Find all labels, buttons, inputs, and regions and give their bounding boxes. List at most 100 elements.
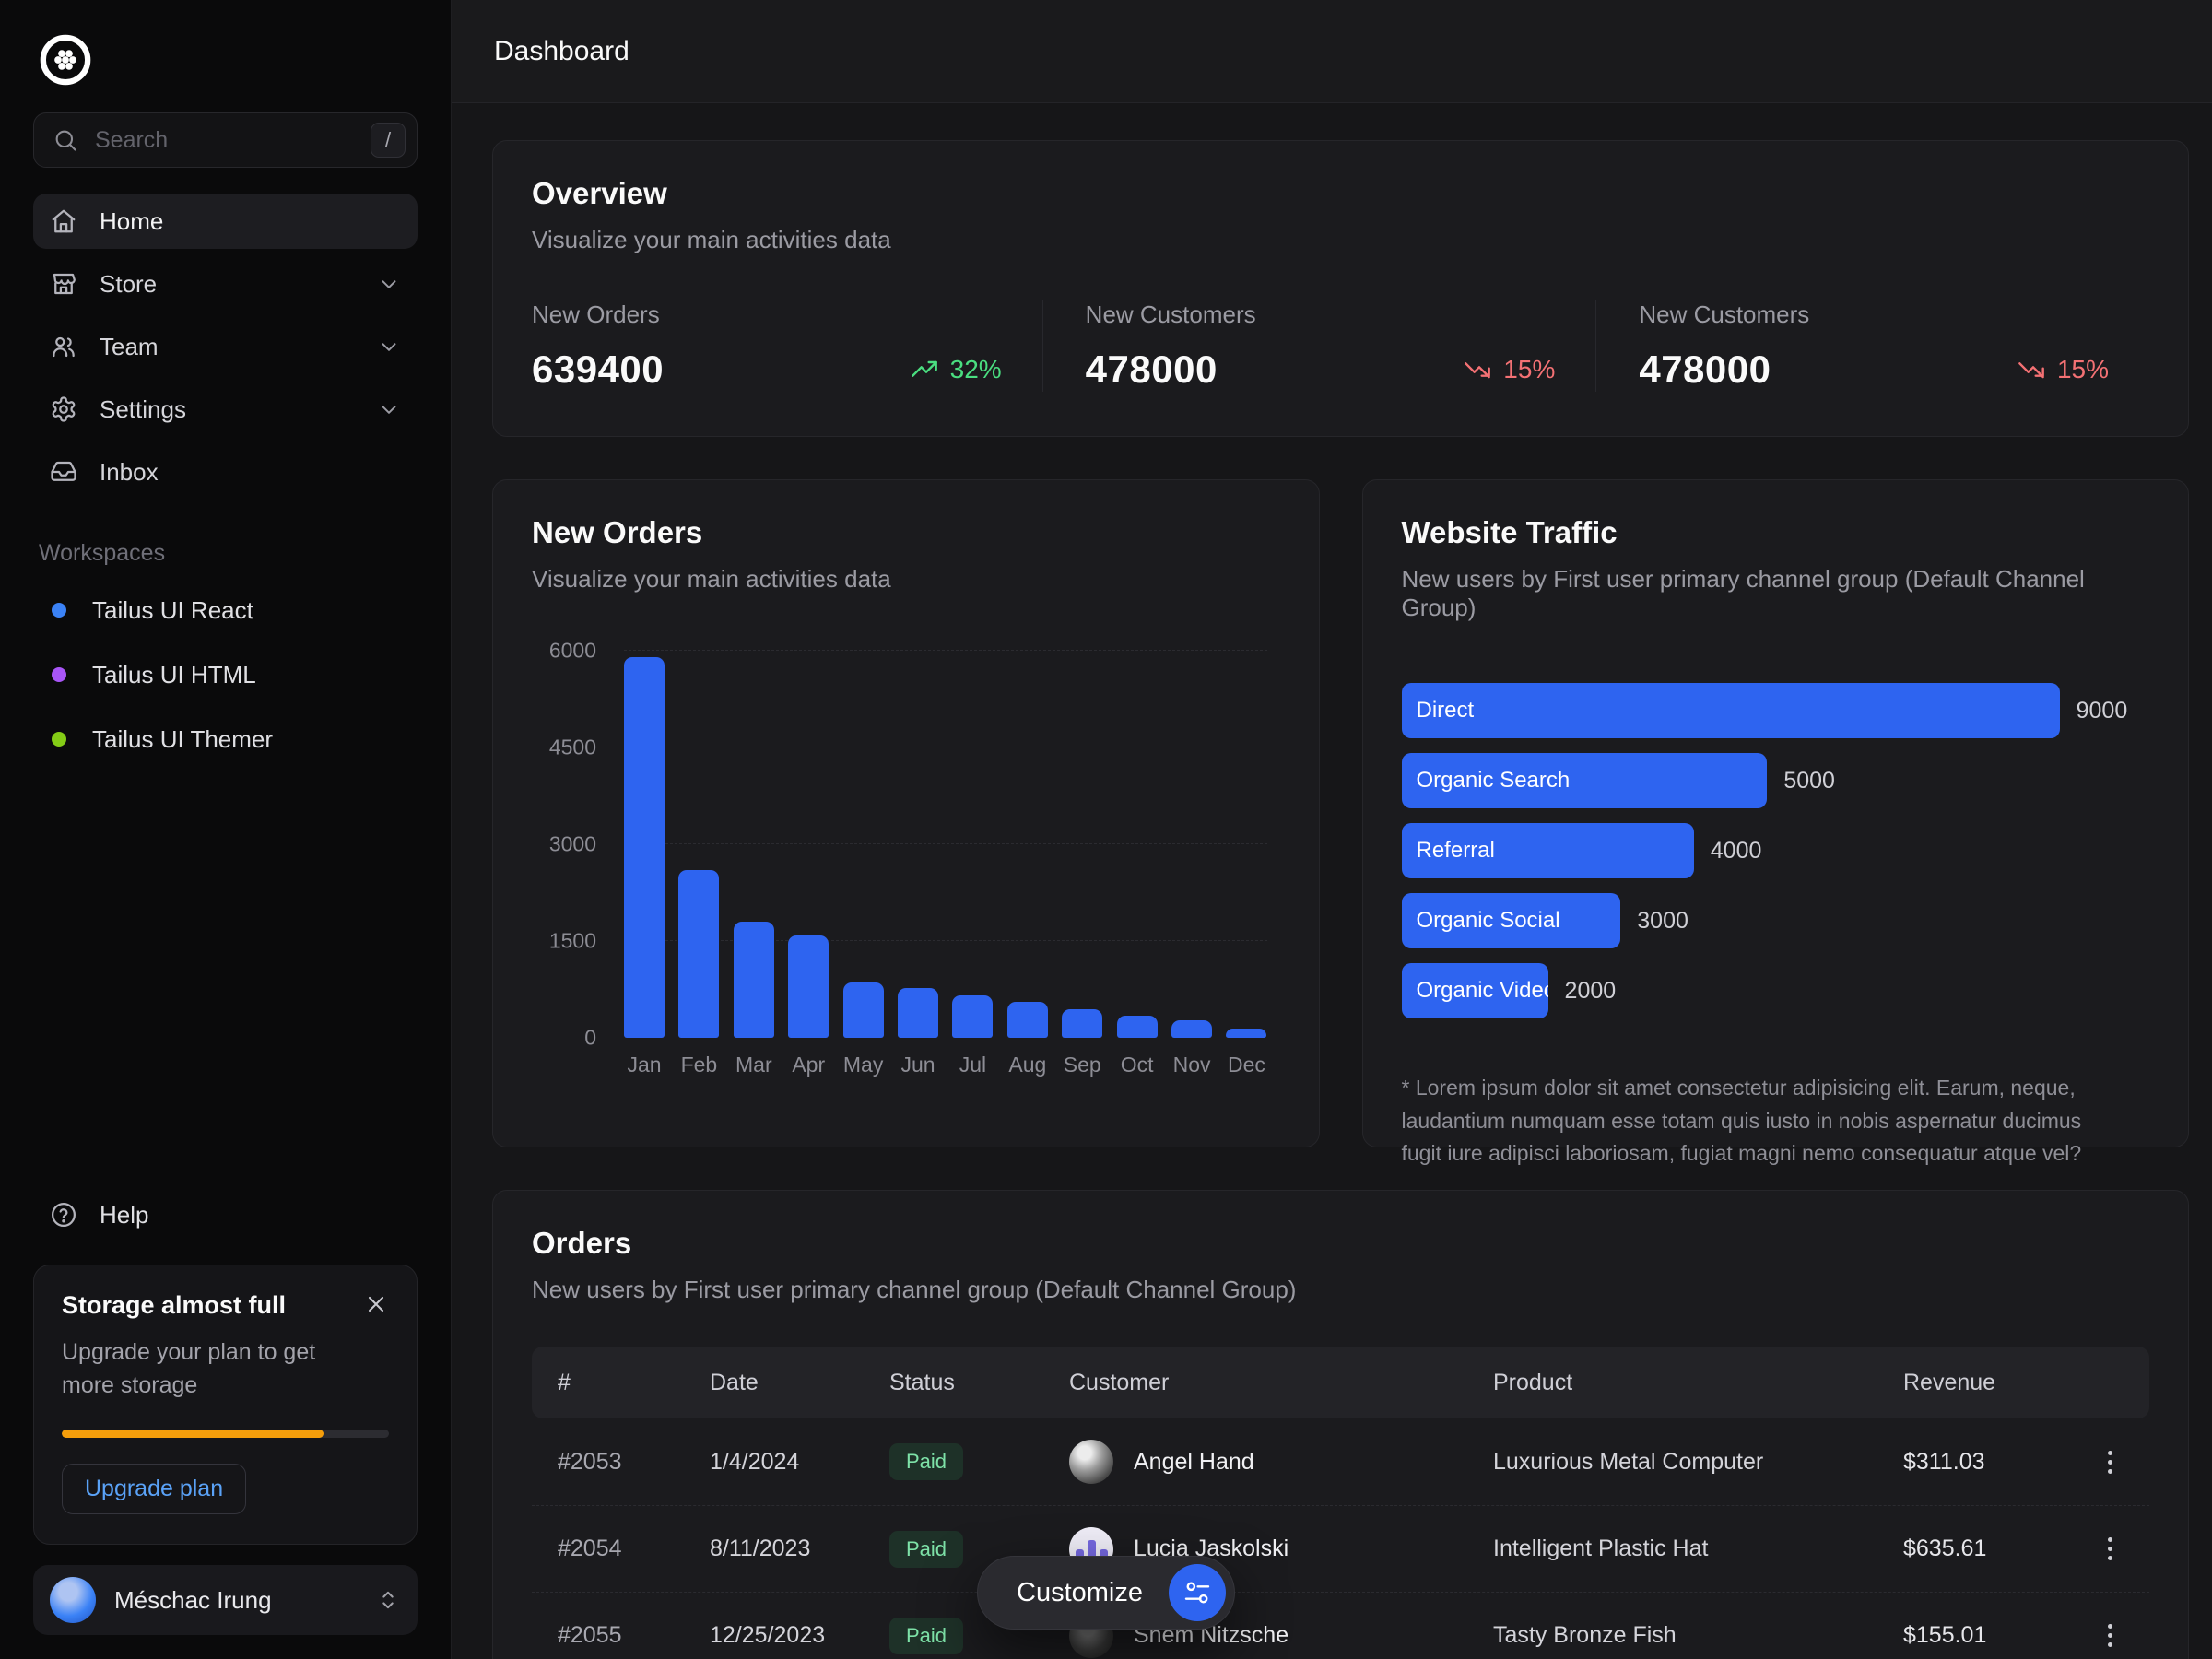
sidebar-item-label: Settings [100, 395, 186, 424]
stat-label: New Customers [1639, 300, 2109, 329]
close-icon[interactable] [363, 1291, 389, 1317]
traffic-bar-label: Organic Social [1417, 908, 1560, 934]
page-title: Dashboard [494, 36, 629, 67]
team-icon [50, 333, 77, 360]
x-axis-tick-label: Mar [734, 1053, 774, 1077]
overview-card: Overview Visualize your main activities … [492, 140, 2189, 437]
orders-table-body: #20531/4/2024PaidAngel HandLuxurious Met… [532, 1418, 2149, 1659]
bar-chart: 01500300045006000 [532, 651, 1280, 1038]
storage-progress-fill [62, 1430, 324, 1438]
trending-down-icon [2017, 355, 2046, 384]
order-date: 1/4/2024 [710, 1449, 889, 1476]
x-axis-tick-label: Apr [788, 1053, 829, 1077]
traffic-bar: Organic Search [1402, 753, 1768, 808]
bar-chart-x-axis: JanFebMarAprMayJunJulAugSepOctNovDec [624, 1053, 1267, 1077]
sidebar-item-settings[interactable]: Settings [33, 382, 418, 437]
traffic-bar: Organic Video [1402, 963, 1548, 1018]
traffic-bar: Organic Social [1402, 893, 1621, 948]
trending-down-icon [1463, 355, 1492, 384]
order-revenue: $155.01 [1903, 1622, 2097, 1649]
product-name: Luxurious Metal Computer [1493, 1449, 1903, 1476]
x-axis-tick-label: Sep [1062, 1053, 1102, 1077]
y-axis-tick-label: 4500 [532, 735, 596, 760]
row-actions-menu[interactable] [2097, 1530, 2124, 1568]
bar [1171, 1020, 1212, 1038]
bar [678, 870, 719, 1038]
stat-new-customers: New Customers47800015% [1042, 300, 1596, 392]
x-axis-tick-label: Nov [1171, 1053, 1212, 1077]
traffic-row-organic-social: Organic Social3000 [1402, 893, 2150, 948]
search-box[interactable]: / [33, 112, 418, 168]
sidebar-item-home[interactable]: Home [33, 194, 418, 249]
order-id: #2054 [558, 1535, 710, 1562]
topbar: Dashboard [452, 0, 2212, 103]
user-menu[interactable]: Méschac Irung [33, 1565, 418, 1635]
sidebar-nav: Home Store Team Settings Inbox [33, 194, 418, 500]
bar [1062, 1009, 1102, 1038]
column-header-status: Status [889, 1370, 1069, 1396]
upgrade-plan-button[interactable]: Upgrade plan [62, 1464, 246, 1514]
stat-value: 639400 [532, 347, 664, 392]
storage-title: Storage almost full [62, 1291, 286, 1320]
order-id: #2055 [558, 1622, 710, 1649]
workspace-item[interactable]: Tailus UI Themer [33, 712, 418, 766]
workspace-item[interactable]: Tailus UI HTML [33, 648, 418, 701]
sidebar-spacer [33, 766, 418, 1189]
overview-stats: New Orders63940032%New Customers47800015… [532, 300, 2149, 392]
workspace-label: Tailus UI Themer [92, 725, 273, 754]
customize-pill[interactable]: Customize [977, 1556, 1235, 1630]
bar-jan [624, 651, 665, 1038]
table-row: #20548/11/2023PaidLucia JaskolskiIntelli… [532, 1505, 2149, 1592]
bar-oct [1117, 651, 1158, 1038]
workspace-item[interactable]: Tailus UI React [33, 583, 418, 637]
bar-dec [1226, 651, 1266, 1038]
stat-trend: 32% [910, 355, 1002, 384]
bar [624, 657, 665, 1038]
user-name: Méschac Irung [114, 1586, 357, 1615]
orders-subtitle: New users by First user primary channel … [532, 1276, 2149, 1304]
customize-button[interactable] [1169, 1564, 1226, 1621]
stat-new-customers: New Customers47800015% [1595, 300, 2149, 392]
bar-apr [788, 651, 829, 1038]
trending-up-icon [910, 355, 939, 384]
avatar [50, 1577, 96, 1623]
traffic-bar-label: Referral [1417, 838, 1495, 864]
x-axis-tick-label: Jan [624, 1053, 665, 1077]
bar [843, 982, 884, 1038]
chevron-down-icon [377, 335, 401, 359]
y-axis-tick-label: 0 [532, 1026, 596, 1051]
sidebar: / HomeStoreTeamSettingsInbox Workspaces … [0, 0, 452, 1659]
customize-label: Customize [1017, 1578, 1143, 1608]
app-logo-icon [39, 33, 92, 87]
sliders-icon [1182, 1578, 1212, 1607]
sidebar-item-inbox[interactable]: Inbox [33, 444, 418, 500]
stat-value: 478000 [1639, 347, 1771, 392]
store-icon [50, 270, 77, 298]
bar-may [843, 651, 884, 1038]
order-revenue: $635.61 [1903, 1535, 2097, 1562]
stat-trend-value: 15% [1503, 355, 1555, 384]
row-actions-menu[interactable] [2097, 1443, 2124, 1481]
search-input[interactable] [93, 126, 356, 155]
overview-subtitle: Visualize your main activities data [532, 226, 2149, 254]
sidebar-item-help[interactable]: Help [33, 1189, 418, 1241]
order-id: #2053 [558, 1449, 710, 1476]
stat-trend: 15% [1463, 355, 1555, 384]
orders-card: Orders New users by First user primary c… [492, 1190, 2189, 1659]
sidebar-item-store[interactable]: Store [33, 256, 418, 312]
workspace-dot [52, 667, 66, 682]
new-orders-chart-subtitle: Visualize your main activities data [532, 565, 1280, 594]
chevron-down-icon [377, 272, 401, 296]
sidebar-item-team[interactable]: Team [33, 319, 418, 374]
bar-aug [1007, 651, 1048, 1038]
sidebar-item-label: Store [100, 270, 157, 299]
order-date: 12/25/2023 [710, 1622, 889, 1649]
traffic-footnote: * Lorem ipsum dolor sit amet consectetur… [1402, 1072, 2127, 1171]
bar [952, 995, 993, 1038]
row-actions-menu[interactable] [2097, 1617, 2124, 1654]
traffic-row-organic-search: Organic Search5000 [1402, 753, 2150, 808]
table-row: #205512/25/2023PaidShem NitzscheTasty Br… [532, 1592, 2149, 1659]
stat-label: New Orders [532, 300, 1002, 329]
traffic-bar-chart: Direct9000Organic Search5000Referral4000… [1402, 683, 2150, 1018]
bar [1117, 1016, 1158, 1038]
